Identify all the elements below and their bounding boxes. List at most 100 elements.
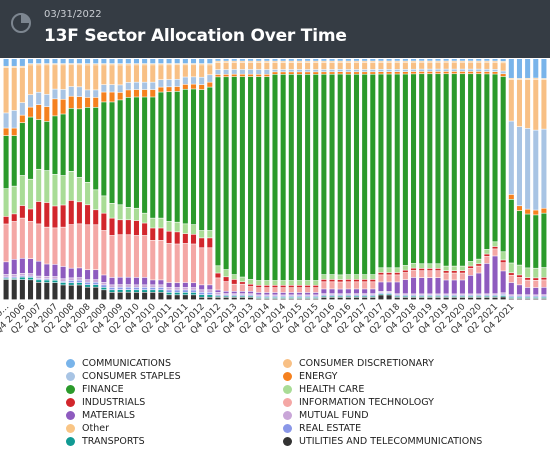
bar-segment-utilities-and-telecommunications[interactable]: [215, 297, 221, 300]
bar-segment-real-estate[interactable]: [280, 296, 286, 297]
bar-segment-finance[interactable]: [288, 74, 294, 281]
bar-segment-information-technology[interactable]: [44, 227, 50, 264]
bar-segment-materials[interactable]: [52, 264, 58, 277]
bar-segment-finance[interactable]: [435, 74, 441, 264]
bar-segment-utilities-and-telecommunications[interactable]: [296, 298, 302, 300]
bar-segment-real-estate[interactable]: [394, 295, 400, 296]
bar-segment-other[interactable]: [533, 78, 539, 79]
bar-segment-mutual-fund[interactable]: [272, 295, 278, 296]
bar-segment-real-estate[interactable]: [76, 280, 82, 283]
bar-segment-health-care[interactable]: [3, 188, 9, 217]
bar-segment-transports[interactable]: [158, 290, 164, 292]
bar-segment-mutual-fund[interactable]: [223, 293, 229, 295]
bar-segment-information-technology[interactable]: [329, 282, 335, 289]
bar-segment-communications[interactable]: [305, 59, 311, 61]
bar-segment-consumer-staples[interactable]: [44, 94, 50, 107]
bar-segment-real-estate[interactable]: [516, 296, 522, 297]
bar-segment-mutual-fund[interactable]: [28, 273, 34, 276]
bar-segment-consumer-staples[interactable]: [427, 69, 433, 72]
bar-segment-consumer-staples[interactable]: [3, 113, 9, 128]
bar-segment-health-care[interactable]: [541, 267, 547, 278]
bar-segment-energy[interactable]: [345, 72, 351, 74]
bar-segment-health-care[interactable]: [459, 266, 465, 271]
bar-segment-consumer-staples[interactable]: [174, 79, 180, 87]
bar-segment-energy[interactable]: [44, 106, 50, 122]
bar-segment-materials[interactable]: [264, 292, 270, 295]
bar-segment-real-estate[interactable]: [329, 295, 335, 296]
bar-segment-consumer-staples[interactable]: [411, 69, 417, 72]
legend-item[interactable]: INDUSTRIALS: [66, 396, 145, 409]
bar-segment-health-care[interactable]: [182, 224, 188, 234]
bar-segment-health-care[interactable]: [492, 242, 498, 247]
bar-segment-mutual-fund[interactable]: [435, 294, 441, 295]
bar-segment-mutual-fund[interactable]: [142, 285, 148, 288]
bar-segment-industrials[interactable]: [117, 220, 123, 235]
bar-segment-materials[interactable]: [174, 283, 180, 288]
bar-segment-finance[interactable]: [313, 74, 319, 281]
bar-segment-consumer-staples[interactable]: [52, 89, 58, 99]
bar-segment-information-technology[interactable]: [190, 244, 197, 283]
bar-segment-other[interactable]: [427, 61, 433, 62]
bar-segment-transports[interactable]: [386, 294, 392, 295]
bar-segment-information-technology[interactable]: [272, 288, 278, 293]
bar-segment-consumer-staples[interactable]: [158, 80, 164, 87]
bar-segment-real-estate[interactable]: [321, 295, 327, 296]
bar-segment-information-technology[interactable]: [101, 230, 107, 275]
bar-segment-information-technology[interactable]: [427, 271, 433, 278]
bar-segment-mutual-fund[interactable]: [52, 276, 58, 279]
bar-segment-mutual-fund[interactable]: [500, 293, 506, 294]
bar-segment-health-care[interactable]: [451, 266, 457, 271]
bar-segment-consumer-staples[interactable]: [117, 85, 123, 93]
bar-segment-communications[interactable]: [484, 59, 490, 61]
bar-segment-materials[interactable]: [419, 277, 425, 294]
bar-segment-real-estate[interactable]: [500, 294, 506, 296]
bar-segment-mutual-fund[interactable]: [125, 285, 131, 287]
bar-segment-consumer-staples[interactable]: [11, 110, 17, 128]
bar-segment-industrials[interactable]: [435, 268, 441, 271]
bar-segment-materials[interactable]: [362, 289, 368, 294]
bar-segment-transports[interactable]: [52, 280, 58, 283]
bar-segment-real-estate[interactable]: [264, 296, 270, 297]
bar-segment-health-care[interactable]: [19, 175, 25, 206]
bar-segment-finance[interactable]: [256, 76, 262, 281]
bar-segment-mutual-fund[interactable]: [484, 294, 490, 295]
bar-segment-transports[interactable]: [337, 296, 343, 298]
bar-segment-mutual-fund[interactable]: [3, 274, 9, 277]
bar-segment-energy[interactable]: [174, 86, 180, 92]
bar-segment-transports[interactable]: [427, 296, 433, 298]
bar-segment-energy[interactable]: [525, 209, 531, 214]
bar-segment-mutual-fund[interactable]: [256, 295, 262, 296]
bar-segment-mutual-fund[interactable]: [182, 287, 188, 290]
bar-segment-finance[interactable]: [133, 97, 139, 208]
bar-segment-transports[interactable]: [468, 296, 474, 298]
bar-segment-communications[interactable]: [427, 59, 433, 61]
bar-segment-other[interactable]: [3, 66, 9, 68]
bar-segment-health-care[interactable]: [207, 230, 213, 238]
bar-segment-transports[interactable]: [11, 278, 17, 280]
bar-segment-utilities-and-telecommunications[interactable]: [476, 297, 482, 300]
bar-segment-communications[interactable]: [28, 59, 34, 64]
bar-segment-materials[interactable]: [239, 291, 245, 294]
bar-segment-health-care[interactable]: [142, 213, 148, 223]
bar-segment-consumer-discretionary[interactable]: [337, 62, 343, 70]
bar-segment-real-estate[interactable]: [272, 296, 278, 297]
bar-segment-health-care[interactable]: [117, 205, 123, 220]
bar-segment-communications[interactable]: [419, 59, 425, 61]
bar-segment-health-care[interactable]: [68, 171, 74, 201]
bar-segment-mutual-fund[interactable]: [117, 285, 123, 287]
bar-segment-finance[interactable]: [207, 87, 213, 231]
bar-segment-materials[interactable]: [500, 271, 506, 293]
bar-segment-finance[interactable]: [182, 89, 188, 224]
bar-segment-transports[interactable]: [525, 297, 531, 299]
bar-segment-information-technology[interactable]: [76, 224, 82, 268]
bar-segment-consumer-staples[interactable]: [85, 90, 91, 98]
bar-segment-other[interactable]: [19, 66, 25, 68]
legend-item[interactable]: COMMUNICATIONS: [66, 357, 171, 370]
bar-segment-industrials[interactable]: [109, 218, 115, 236]
bar-segment-finance[interactable]: [459, 74, 465, 266]
bar-segment-consumer-discretionary[interactable]: [150, 65, 156, 82]
bar-segment-health-care[interactable]: [516, 265, 522, 275]
bar-segment-real-estate[interactable]: [150, 287, 156, 290]
bar-segment-finance[interactable]: [337, 74, 343, 275]
bar-segment-energy[interactable]: [484, 71, 490, 74]
